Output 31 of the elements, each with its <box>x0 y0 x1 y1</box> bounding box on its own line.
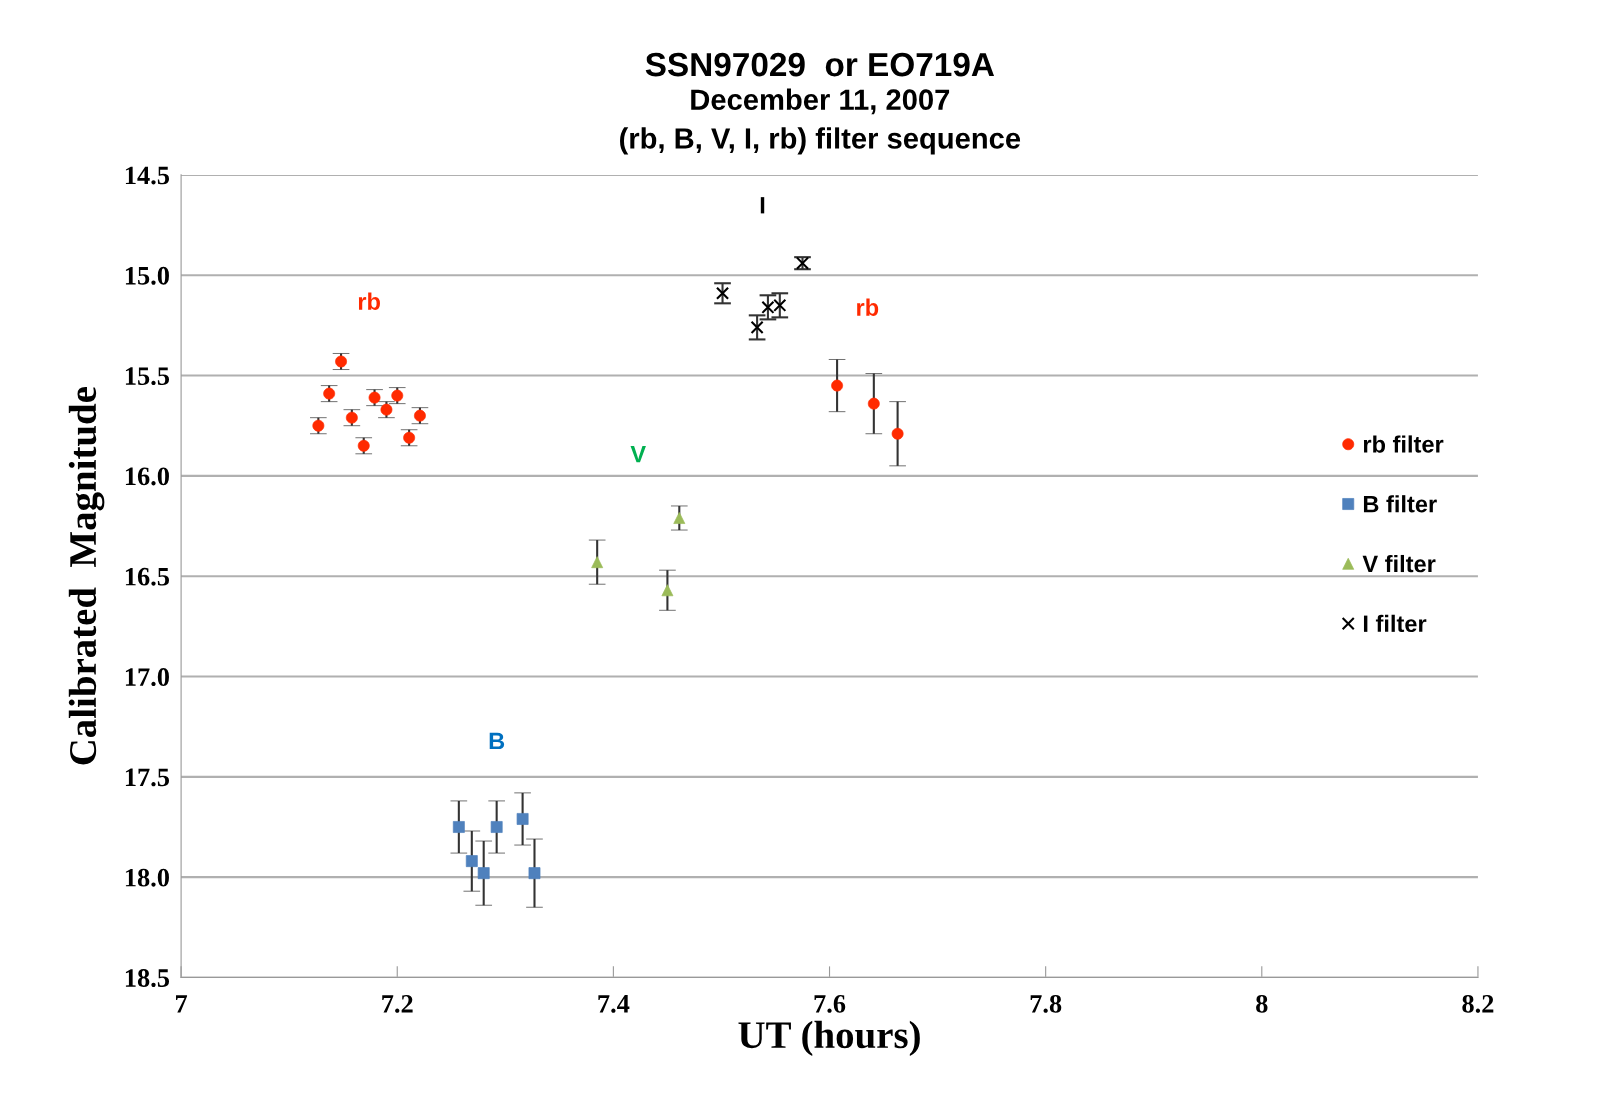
x-tick-label: 8.2 <box>1462 994 1494 1013</box>
chart-title: SSN97029 or EO719A <box>645 52 995 77</box>
point <box>715 286 730 300</box>
chart-subtitle: December 11, 2007 (rb, B, V, I, rb) filter sequence <box>620 88 1021 155</box>
x-tick-label: 7 <box>176 995 188 1013</box>
y-tick-label: 15.0 <box>125 266 169 285</box>
y-tick-label: 16.0 <box>125 467 169 486</box>
y-tick-label: 16.5 <box>125 567 170 586</box>
x-tick-label: 7.4 <box>598 995 630 1013</box>
y-axis-title: Calibrated Magnitude <box>68 387 105 765</box>
legend-label: B filter <box>1363 495 1437 513</box>
y-tick-label: 14.5 <box>125 166 170 185</box>
y-tick-label: 18.0 <box>125 868 169 887</box>
y-tick-label: 15.5 <box>125 367 170 386</box>
legend-label: V filter <box>1362 554 1436 573</box>
y-tick-label: 17.5 <box>125 768 170 787</box>
y-tick-label: 17.0 <box>125 668 169 687</box>
legend-label: I filter <box>1363 614 1427 633</box>
x-tick-label: 8 <box>1256 994 1268 1013</box>
x-tick-label: 7.2 <box>382 994 413 1013</box>
annotation: B <box>489 732 505 750</box>
annotation: V <box>630 445 646 463</box>
annotation: rb <box>857 298 879 316</box>
y-tick-label: 18.5 <box>125 969 170 988</box>
x-axis-title: UT (hours) <box>738 1020 920 1057</box>
annotation: I <box>760 197 765 214</box>
legend-label: rb filter <box>1363 435 1444 453</box>
x-tick-label: 7.8 <box>1030 994 1062 1013</box>
annotation: rb <box>358 292 380 310</box>
point <box>750 320 764 334</box>
x-tick-label: 7.6 <box>814 994 846 1013</box>
